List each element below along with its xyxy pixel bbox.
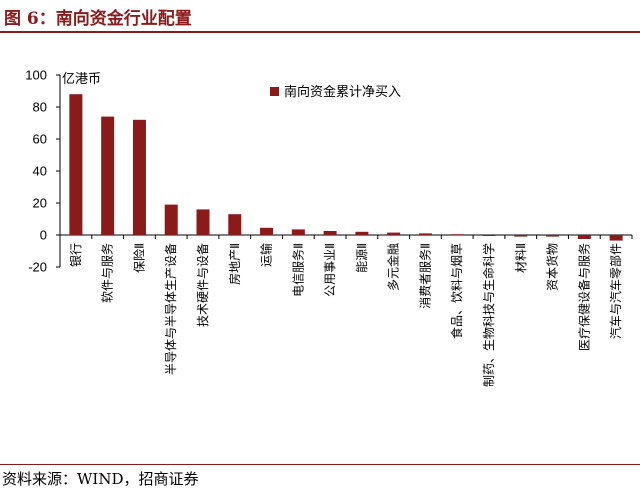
bar: [164, 204, 178, 235]
chart-legend: 南向资金累计净买入: [270, 84, 401, 100]
bar: [101, 116, 115, 235]
x-category-label: 运输: [259, 243, 274, 267]
bar: [132, 119, 146, 235]
bar: [609, 235, 623, 241]
x-category-label: 银行: [69, 243, 83, 267]
x-category-label: 电信服务Ⅱ: [290, 243, 305, 297]
figure-title: 图 6：南向资金行业配置: [4, 9, 192, 29]
x-category-label: 房地产Ⅱ: [227, 243, 242, 285]
figure-header: 图 6：南向资金行业配置: [0, 0, 640, 33]
bar: [577, 235, 591, 239]
x-category-label: 公用事业Ⅱ: [323, 243, 337, 297]
y-tick-labels: 100 80 60 40 20 0 -20: [25, 68, 47, 275]
bar: [323, 231, 337, 235]
bar: [387, 232, 401, 235]
header-rule: [0, 31, 640, 33]
x-category-labels: 银行 软件与服务 保险Ⅱ 半导体与半导体生产设备 技术硬件与设备 房地产Ⅱ 运输 电信服务Ⅱ 公…: [69, 243, 623, 387]
x-category-label: 资本货物: [545, 243, 560, 291]
x-category-label: 汽车与汽车零部件: [608, 243, 623, 339]
footer-rule: [0, 464, 640, 465]
x-category-label: 制药、生物科技与生命科学: [481, 243, 496, 387]
x-category-label: 能源Ⅱ: [355, 243, 369, 273]
x-category-label: 材料Ⅱ: [514, 243, 528, 273]
y-tick-label: 100: [25, 68, 47, 83]
x-category-label: 多元金融: [386, 243, 401, 291]
x-category-label: 保险Ⅱ: [131, 243, 146, 273]
y-tick-label: 60: [33, 132, 47, 147]
bar: [418, 233, 432, 235]
bar: [450, 234, 464, 236]
bar: [260, 227, 274, 235]
bar: [291, 229, 305, 235]
y-tick-label: 20: [33, 196, 47, 211]
chart-axes: [56, 74, 633, 268]
bar: [355, 231, 369, 235]
chart-bars: [69, 94, 623, 241]
bar: [69, 94, 83, 235]
legend-swatch: [270, 87, 279, 96]
y-tick-label: 80: [33, 100, 47, 115]
bar: [228, 214, 242, 235]
y-tick-label: 40: [33, 164, 47, 179]
unit-label: 亿港币: [62, 72, 101, 87]
bar: [514, 235, 528, 237]
source-note: 资料来源：WIND，招商证券: [2, 470, 199, 488]
bar-chart: 100 80 60 40 20 0 -20 银行 软件与服务 保险Ⅱ 半导体与半导体生产设备 技术硬…: [25, 68, 633, 387]
x-category-label: 软件与服务: [100, 243, 115, 303]
y-tick-label: -20: [28, 260, 47, 275]
bar: [546, 235, 560, 237]
x-category-label: 半导体与半导体生产设备: [164, 243, 178, 375]
x-category-label: 医疗保健设备与服务: [576, 243, 591, 351]
x-category-label: 技术硬件与设备: [196, 243, 210, 327]
bar: [482, 235, 496, 236]
y-tick-label: 0: [40, 228, 47, 243]
bar: [196, 209, 210, 235]
x-category-label: 消费者服务Ⅱ: [417, 243, 432, 309]
legend-label: 南向资金累计净买入: [284, 84, 401, 100]
x-category-label: 食品、饮料与烟草: [449, 243, 464, 339]
